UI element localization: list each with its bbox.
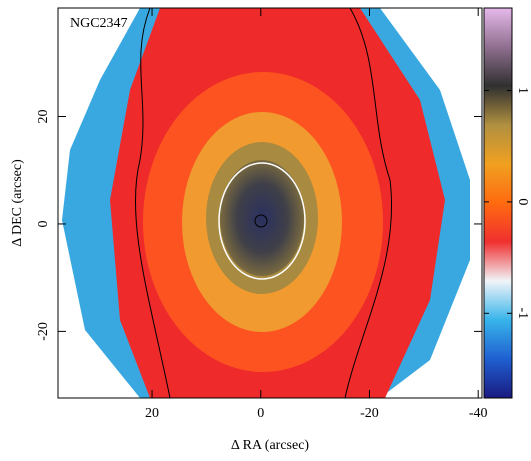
y-tick-label: 0 — [36, 220, 51, 227]
colorbar-tick-label: 0 — [515, 198, 530, 205]
galaxy-map — [62, 8, 470, 398]
contour — [344, 8, 393, 398]
colorbar-tick-label: -1 — [515, 307, 530, 319]
core — [220, 160, 304, 276]
y-axis-label: Δ DEC (arcsec) — [10, 159, 25, 247]
x-tick-label: -20 — [360, 406, 379, 421]
contour — [134, 8, 171, 398]
x-axis-label: Δ RA (arcsec) — [231, 438, 310, 453]
x-tick-label: -40 — [469, 406, 488, 421]
x-tick-label: 20 — [145, 406, 159, 421]
contour — [254, 214, 268, 228]
y-tick-label: 20 — [36, 110, 51, 124]
y-tick-label: -20 — [36, 322, 51, 341]
colorbar-tick-label: 1 — [515, 87, 530, 94]
annotation: NGC2347 — [70, 16, 128, 31]
colorbar — [483, 7, 513, 399]
x-tick-label: 0 — [257, 406, 264, 421]
aperture-ellipse — [218, 162, 306, 280]
plot-frame — [57, 7, 483, 399]
